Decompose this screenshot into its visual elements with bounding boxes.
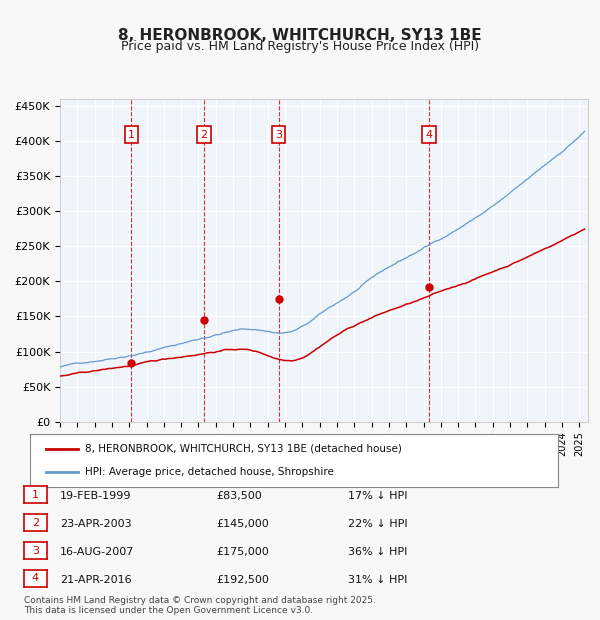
- Text: Price paid vs. HM Land Registry's House Price Index (HPI): Price paid vs. HM Land Registry's House …: [121, 40, 479, 53]
- Text: 2: 2: [200, 130, 208, 140]
- Text: £83,500: £83,500: [216, 491, 262, 501]
- Text: 17% ↓ HPI: 17% ↓ HPI: [348, 491, 407, 501]
- Text: 23-APR-2003: 23-APR-2003: [60, 519, 131, 529]
- Text: 4: 4: [32, 574, 39, 583]
- Text: 1: 1: [32, 490, 39, 500]
- Text: 8, HERONBROOK, WHITCHURCH, SY13 1BE (detached house): 8, HERONBROOK, WHITCHURCH, SY13 1BE (det…: [85, 444, 403, 454]
- Text: 3: 3: [32, 546, 39, 556]
- Text: HPI: Average price, detached house, Shropshire: HPI: Average price, detached house, Shro…: [85, 467, 334, 477]
- Text: 16-AUG-2007: 16-AUG-2007: [60, 547, 134, 557]
- Text: £175,000: £175,000: [216, 547, 269, 557]
- Text: 8, HERONBROOK, WHITCHURCH, SY13 1BE: 8, HERONBROOK, WHITCHURCH, SY13 1BE: [118, 28, 482, 43]
- Text: 1: 1: [128, 130, 135, 140]
- Text: 22% ↓ HPI: 22% ↓ HPI: [348, 519, 407, 529]
- Text: 4: 4: [425, 130, 433, 140]
- Text: 36% ↓ HPI: 36% ↓ HPI: [348, 547, 407, 557]
- Text: 3: 3: [275, 130, 282, 140]
- Text: 2: 2: [32, 518, 39, 528]
- Text: 19-FEB-1999: 19-FEB-1999: [60, 491, 131, 501]
- Text: 31% ↓ HPI: 31% ↓ HPI: [348, 575, 407, 585]
- Text: 21-APR-2016: 21-APR-2016: [60, 575, 131, 585]
- Text: £145,000: £145,000: [216, 519, 269, 529]
- Text: Contains HM Land Registry data © Crown copyright and database right 2025.
This d: Contains HM Land Registry data © Crown c…: [24, 596, 376, 615]
- Text: £192,500: £192,500: [216, 575, 269, 585]
